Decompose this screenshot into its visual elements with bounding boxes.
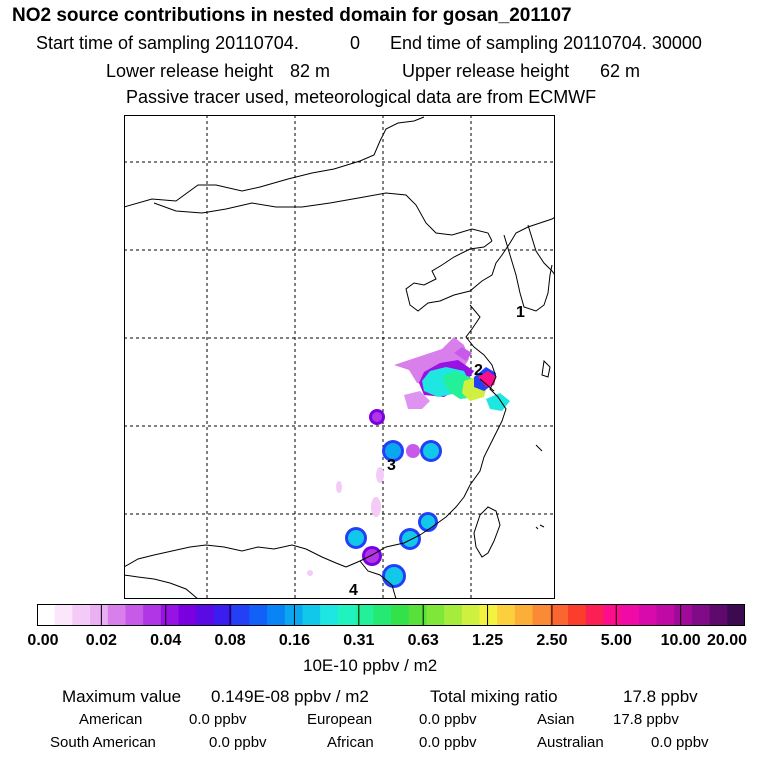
colorbar-swatch: [674, 604, 693, 626]
colorbar-tick-label: 0.04: [150, 632, 182, 649]
european-value: 0.0 ppbv: [419, 711, 477, 728]
colorbar-swatch: [656, 604, 675, 626]
region-label-1: 1: [516, 304, 525, 321]
australian-value: 0.0 ppbv: [651, 734, 709, 751]
south-american-label: South American: [50, 734, 156, 751]
lower-release-label: Lower release height: [106, 61, 274, 81]
coast-detail: [479, 378, 495, 392]
map-panel: 1 2 3 4: [124, 115, 555, 599]
colorbar-swatch: [603, 604, 622, 626]
colorbar-swatch: [37, 604, 56, 626]
colorbar-unit-label: 10E-10 ppbv / m2: [303, 656, 438, 675]
colorbar-swatch: [125, 604, 144, 626]
colorbar-tick-label: 5.00: [600, 632, 632, 649]
colorbar-swatch: [444, 604, 463, 626]
colorbar-swatch: [231, 604, 250, 626]
coastlines: [124, 116, 555, 599]
colorbar-swatch: [54, 604, 73, 626]
graticule: [124, 115, 555, 599]
colorbar-tick-label: 0.02: [85, 632, 117, 649]
colorbar-swatch: [532, 604, 551, 626]
colorbar-swatch: [638, 604, 657, 626]
colorbar-swatch: [709, 604, 728, 626]
max-value-label: Maximum value: [62, 687, 182, 706]
region-label-2: 2: [474, 362, 483, 379]
colorbar-swatch: [568, 604, 587, 626]
colorbar-swatch: [214, 604, 233, 626]
colorbar-swatch: [90, 604, 109, 626]
colorbar-swatch: [72, 604, 91, 626]
colorbar-tick-label: 10.00: [660, 632, 701, 649]
start-time-value: 0: [350, 33, 361, 53]
colorbar-swatch: [178, 604, 197, 626]
australian-label: Australian: [537, 734, 604, 751]
colorbar-swatch: [196, 604, 215, 626]
total-mixing-value: 17.8 ppbv: [623, 687, 698, 706]
colorbar-swatch: [514, 604, 534, 626]
colorbar-swatch: [550, 604, 569, 626]
colorbar-tick-label: 0.31: [343, 632, 375, 649]
colorbar-swatch: [160, 604, 180, 626]
lower-release-value: 82 m: [290, 61, 331, 81]
plume-field: [307, 337, 510, 588]
colorbar-swatch: [302, 604, 321, 626]
colorbar-swatch: [373, 604, 392, 626]
colorbar-tick-label: 20.00: [706, 632, 748, 649]
total-mixing-label: Total mixing ratio: [430, 687, 558, 706]
colorbar-tick-label: 0.16: [278, 632, 311, 649]
colorbar-swatch: [391, 604, 410, 626]
south-american-value: 0.0 ppbv: [209, 734, 267, 751]
american-value: 0.0 ppbv: [189, 711, 247, 728]
african-value: 0.0 ppbv: [419, 734, 477, 751]
european-label: European: [307, 711, 373, 728]
colorbar-swatch: [337, 604, 357, 626]
colorbar-swatch: [479, 604, 498, 626]
max-value: 0.149E-08 ppbv / m2: [211, 687, 369, 706]
american-label: American: [79, 711, 143, 728]
colorbar-tick-label: 0.08: [214, 632, 246, 649]
end-time-label: End time of sampling 20110704. 30000: [390, 33, 702, 53]
colorbar-swatch: [320, 604, 339, 626]
colorbar-tick-label: 0.63: [407, 632, 439, 649]
colorbar-swatch: [497, 604, 516, 626]
region-label-3: 3: [387, 457, 396, 474]
colorbar-swatch: [461, 604, 480, 626]
upper-release-label: Upper release height: [402, 61, 570, 81]
colorbar-swatch: [284, 604, 303, 626]
upper-release-value: 62 m: [600, 61, 641, 81]
chart-title: NO2 source contributions in nested domai…: [12, 5, 572, 26]
colorbar-swatch: [585, 604, 604, 626]
colorbar-swatch: [143, 604, 162, 626]
asian-label: Asian: [537, 711, 575, 728]
colorbar-swatch: [691, 604, 711, 626]
colorbar-swatch: [249, 604, 268, 626]
colorbar: [37, 604, 745, 626]
colorbar-tick-label: 2.50: [536, 632, 568, 649]
colorbar-tick-label: 1.25: [471, 632, 504, 649]
colorbar-tick-label: 0.00: [27, 632, 59, 649]
colorbar-swatch: [107, 604, 126, 626]
colorbar-swatch: [426, 604, 445, 626]
colorbar-swatch: [727, 604, 745, 626]
start-time-label: Start time of sampling 20110704.: [36, 33, 299, 53]
asian-value: 17.8 ppbv: [613, 711, 679, 728]
colorbar-frame: [37, 604, 745, 626]
colorbar-swatch: [267, 604, 286, 626]
colorbar-swatch: [621, 604, 640, 626]
region-label-4: 4: [349, 582, 358, 599]
tracer-note: Passive tracer used, meteorological data…: [126, 87, 597, 107]
colorbar-swatch: [408, 604, 427, 626]
african-label: African: [327, 734, 374, 751]
map-frame: [124, 115, 555, 599]
colorbar-swatch: [355, 604, 374, 626]
